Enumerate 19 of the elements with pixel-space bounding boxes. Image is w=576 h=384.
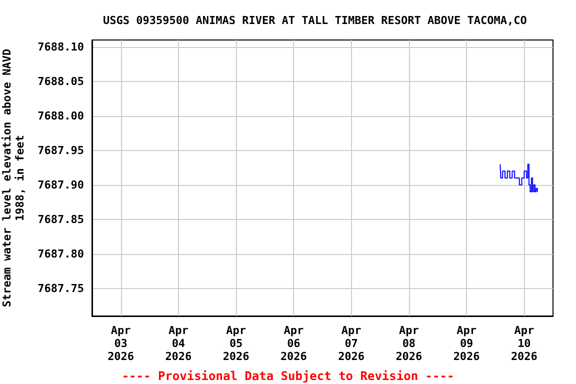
y-tick-label: 7687.75 (38, 282, 84, 295)
y-tick-label: 7687.90 (38, 178, 84, 192)
x-tick-label: Apr 09 2026 (453, 324, 480, 363)
y-tick-label: 7687.85 (38, 212, 84, 226)
y-tick-label: 7687.95 (38, 144, 84, 157)
y-tick-label: 7688.00 (38, 109, 84, 122)
chart-title: USGS 09359500 ANIMAS RIVER AT TALL TIMBER RESORT ABOVE TACOMA,CO (103, 14, 528, 27)
x-tick-label: Apr 10 2026 (510, 324, 538, 363)
x-tick-label: Apr 06 2026 (280, 324, 308, 363)
y-tick-label: 7687.80 (38, 247, 84, 260)
x-tick-label: Apr 07 2026 (338, 324, 365, 363)
y-tick-label: 7688.05 (38, 74, 84, 88)
x-tick-label: Apr 08 2026 (396, 324, 423, 363)
x-tick-label: Apr 03 2026 (108, 324, 134, 363)
y-axis-title: Stream water level elevation above NAVD 1988, in feet (0, 48, 27, 308)
x-tick-label: Apr 05 2026 (222, 324, 250, 363)
x-tick-label: Apr 04 2026 (165, 324, 192, 363)
text: ---- Provisional Data Subject to Revision ---- (122, 369, 454, 383)
y-tick-label: 7688.10 (38, 40, 84, 54)
